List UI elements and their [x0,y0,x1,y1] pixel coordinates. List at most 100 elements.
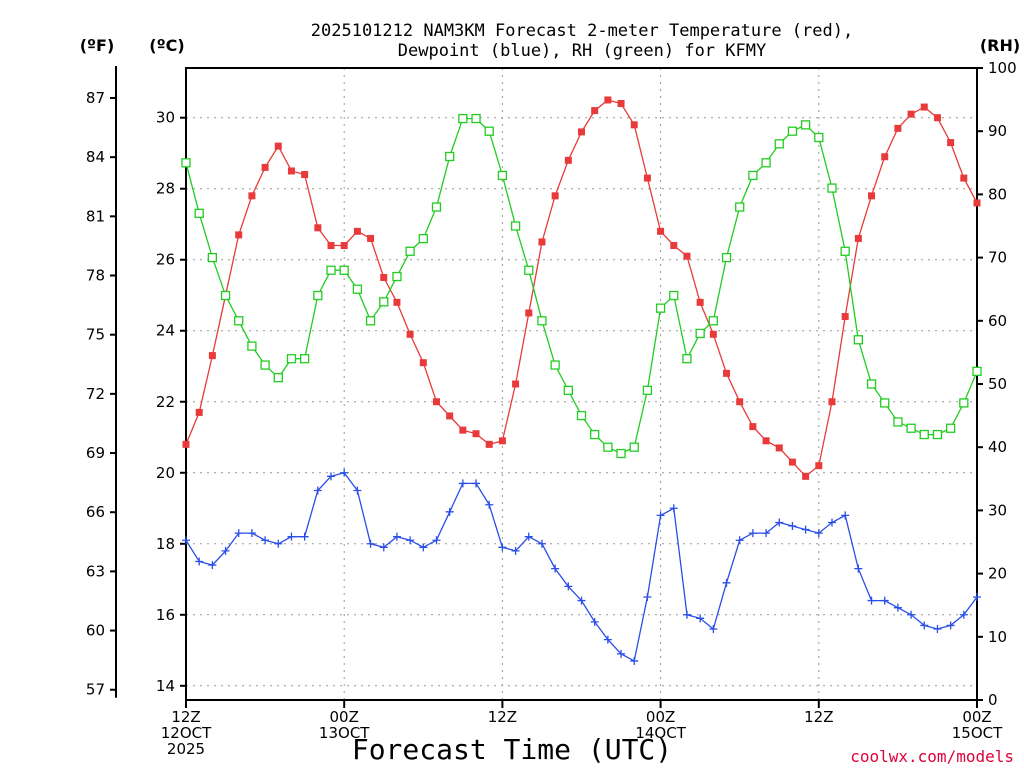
rh-point [484,126,494,136]
rh-point [708,316,718,326]
dewpoint-point [287,532,296,541]
temperature-point [947,139,955,147]
rh-point [787,126,798,136]
temperature-point [683,252,691,260]
dewpoint-point [485,500,494,509]
temperature-point [881,153,889,161]
dewpoint-point [682,610,691,619]
chart-title-line2: Dewpoint (blue), RH (green) for KFMY [398,41,766,61]
dewpoint-point [590,617,599,626]
rh-point [352,284,363,294]
rh-point [471,113,481,124]
temperature-point [617,100,625,108]
rh-point [800,120,811,130]
dewpoint-point [920,621,929,630]
rh-point [458,113,468,124]
temperature-point [327,242,335,250]
fahrenheit-tick-label: 66 [86,503,105,521]
rh-point [853,335,863,345]
rh-point [207,252,218,263]
fahrenheit-tick-label: 81 [86,207,105,225]
temperature-point [643,174,651,182]
temperature-point [512,380,520,388]
fahrenheit-tick-label: 69 [86,444,105,462]
temperature-point [182,440,190,448]
fahrenheit-tick-label: 60 [86,622,105,640]
x-tick-label: 13OCT [319,724,370,742]
dewpoint-point [696,614,705,623]
dewpoint-point [313,486,322,495]
rh-point [181,158,191,168]
rh-point [299,354,310,364]
temperature-point [630,121,638,129]
temperature-point [762,437,770,445]
series-filled-square [182,96,981,480]
dewpoint-point [617,649,626,658]
temperature-point [920,103,928,111]
x-tick-label: 00Z [962,708,991,726]
rh-point [959,398,969,408]
temperature-point [380,273,388,281]
dewpoint-point [577,596,586,605]
dewpoint-point [208,561,217,570]
dewpoint-point [261,536,270,545]
rh-point [537,316,547,326]
series-open-square [181,113,982,459]
celsius-unit-label: (ºC) [149,36,184,55]
dewpoint-point [827,518,836,527]
temperature-point [775,444,783,452]
temperature-point [907,110,915,118]
rh-point [669,290,679,301]
temperature-point [551,192,559,200]
temperature-point [657,227,665,235]
grid-lines [186,68,977,700]
temperature-point [393,298,401,306]
dewpoint-point [366,539,375,548]
fahrenheit-tick-label: 78 [86,267,105,285]
dewpoint-point [182,536,190,545]
rh-point [932,429,943,440]
temperature-point [973,199,981,207]
temperature-point [248,192,256,200]
celsius-tick-label: 24 [156,322,175,340]
dewpoint-point [788,522,797,531]
rh-point [603,442,613,452]
temperature-point [498,437,506,445]
temperature-point [604,96,612,104]
temperature-point [709,330,717,338]
rh-tick-label: 10 [988,628,1007,646]
x-tick-label: 2025 [167,740,205,758]
rh-point [563,385,573,395]
rh-tick-label: 70 [988,249,1007,267]
rh-point [655,303,666,313]
rh-point [616,448,626,459]
rh-point [326,265,336,275]
rh-point [445,151,455,162]
dewpoint-point [814,529,823,538]
temperature-point [868,192,876,200]
temperature-point [802,472,810,480]
temperature-point [340,242,348,250]
temperature-point [854,234,862,242]
x-tick-label: 00Z [330,708,359,726]
dewpoint-point [669,504,678,513]
x-tick-label: 12OCT [161,724,212,742]
temperature-point [894,124,902,132]
plot-frame [185,67,978,701]
celsius-tick-label: 26 [156,251,175,269]
dewpoint-point [551,564,560,573]
x-tick-label: 12Z [171,708,200,726]
temperature-point [353,227,361,235]
temperature-point [723,369,731,377]
temperature-point [406,330,414,338]
rh-point [906,423,916,433]
dewpoint-point [854,564,863,573]
dewpoint-point [247,529,256,538]
rh-point [642,385,653,395]
dewpoint-point [973,593,981,602]
dewpoint-point [933,624,942,633]
fahrenheit-tick-label: 57 [86,681,105,699]
rh-tick-label: 40 [988,438,1007,456]
rh-point [748,170,758,181]
